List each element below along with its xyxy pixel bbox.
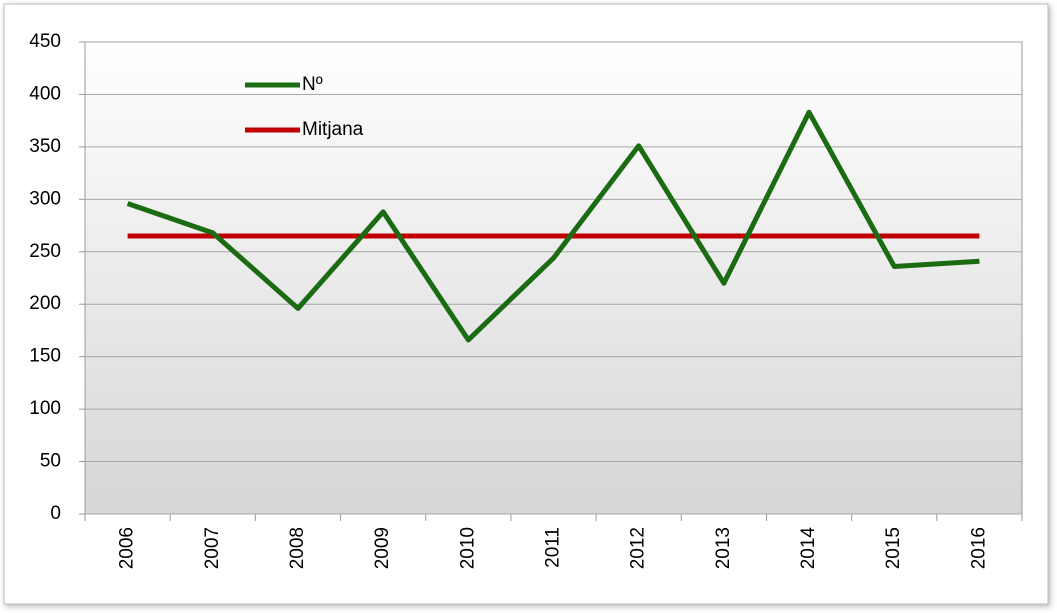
- y-tick-label: 200: [29, 293, 61, 314]
- plot-area: [84, 41, 1023, 515]
- y-tick-label: 50: [40, 451, 61, 472]
- y-tick-label: 300: [29, 188, 61, 209]
- x-tick-label: 2007: [202, 527, 223, 569]
- y-tick-label: 350: [29, 136, 61, 157]
- y-tick-label: 450: [29, 31, 61, 52]
- x-tick-label: 2012: [628, 527, 649, 569]
- legend-label: Nº: [302, 74, 323, 95]
- legend-label: Mitjana: [302, 119, 364, 140]
- y-tick-label: 400: [29, 83, 61, 104]
- x-tick-label: 2016: [968, 527, 989, 569]
- x-tick-label: 2010: [457, 527, 478, 569]
- x-tick-label: 2013: [713, 527, 734, 569]
- x-tick-label: 2014: [798, 527, 819, 570]
- x-tick-label: 2006: [117, 527, 138, 569]
- y-tick-label: 150: [29, 346, 61, 367]
- series-line: [126, 109, 980, 343]
- y-tick-label: 100: [29, 398, 61, 419]
- x-tick-label: 2015: [883, 527, 904, 569]
- y-tick-label: 0: [50, 503, 61, 524]
- x-tick-label: 2009: [372, 527, 393, 569]
- x-tick-label: 2008: [287, 527, 308, 569]
- x-tick-label: 2011: [543, 527, 564, 568]
- y-tick-label: 250: [29, 241, 61, 262]
